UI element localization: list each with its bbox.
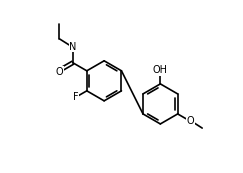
Text: OH: OH	[153, 65, 168, 75]
Text: O: O	[56, 67, 63, 76]
Text: F: F	[73, 92, 78, 102]
Text: N: N	[69, 42, 77, 52]
Text: O: O	[186, 116, 194, 126]
